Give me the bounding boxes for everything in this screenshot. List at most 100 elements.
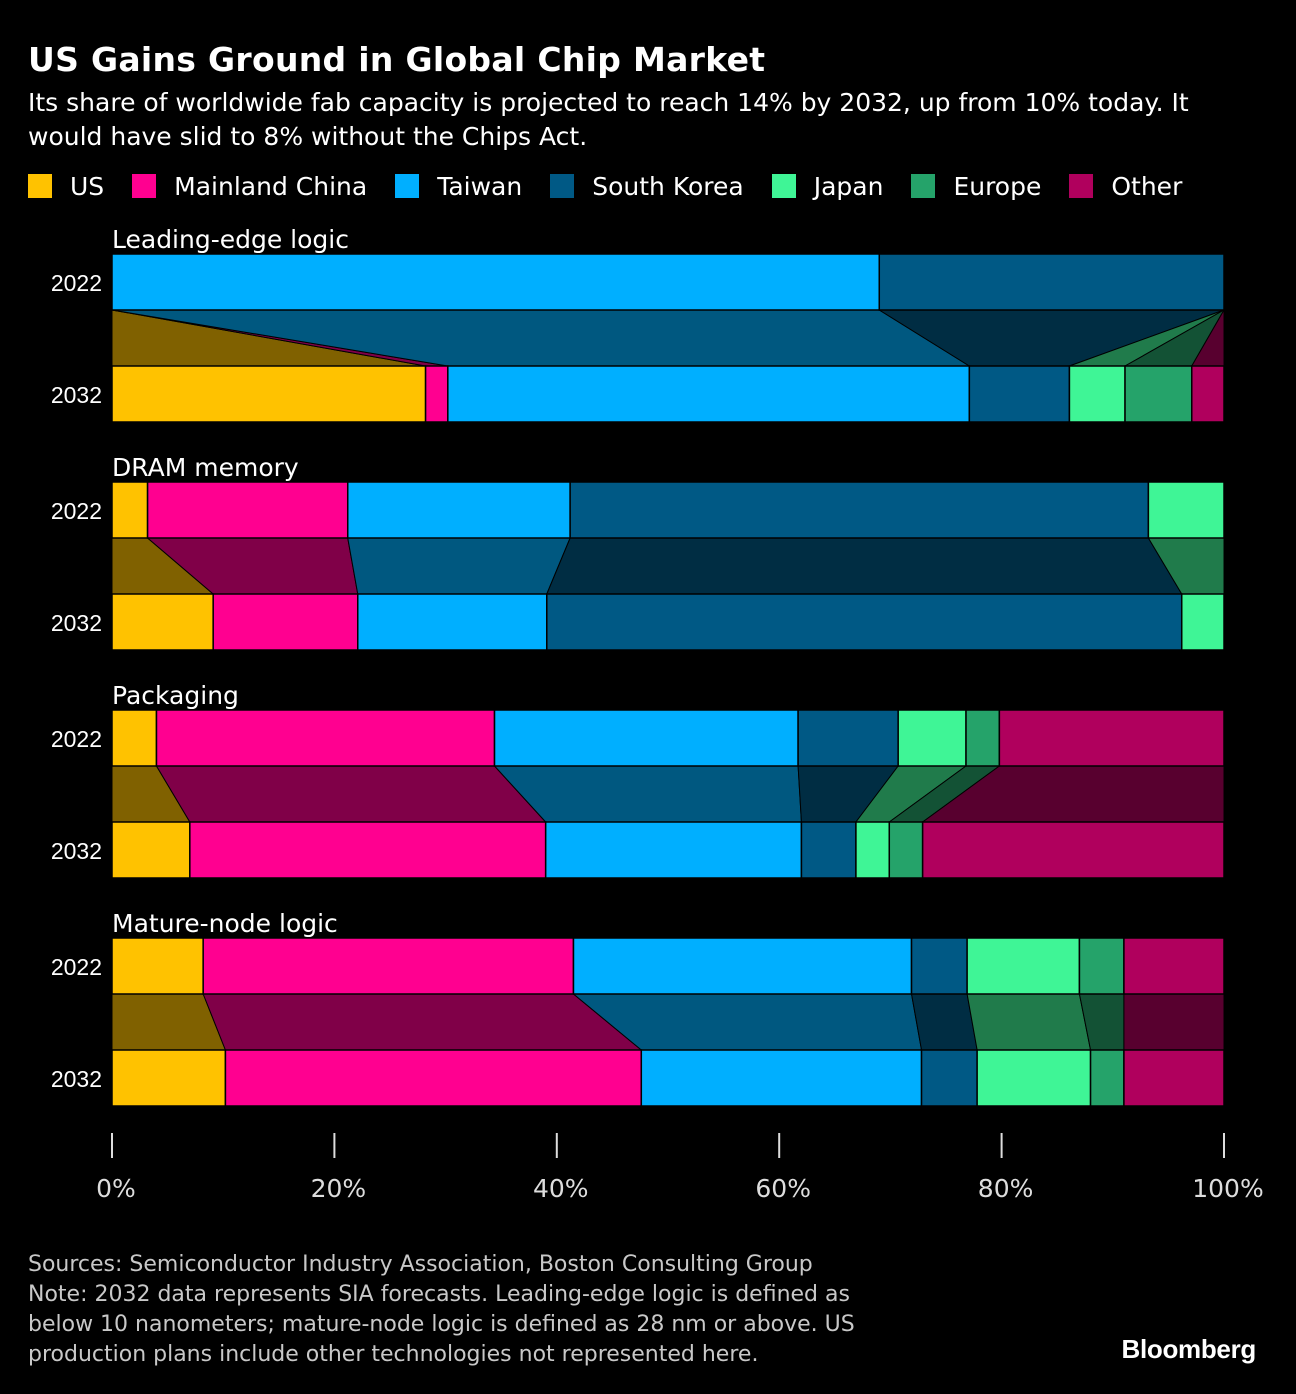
note-text-line-3: production plans include other technolog… bbox=[28, 1342, 759, 1367]
bar-packaging-2032-europe bbox=[888, 821, 924, 879]
x-tick-label-60-pct: 60% bbox=[755, 1174, 811, 1203]
panel-title-dram-memory: DRAM memory bbox=[112, 453, 299, 482]
footer: Sources: Semiconductor Industry Associat… bbox=[28, 1250, 1028, 1370]
legend-swatch-taiwan bbox=[395, 174, 420, 198]
legend-item-other: Other bbox=[1069, 172, 1182, 201]
legend-swatch-japan bbox=[771, 174, 796, 198]
x-tick-label-0-pct: 0% bbox=[96, 1174, 136, 1203]
bar-mature-node-logic-2022-europe bbox=[1078, 937, 1125, 995]
bar-leading-edge-logic-2032-south-korea bbox=[968, 365, 1071, 423]
bar-packaging-2022-mainland-china bbox=[155, 709, 496, 767]
legend-label-europe: Europe bbox=[953, 171, 1042, 201]
bar-dram-memory-2032-us bbox=[111, 593, 214, 651]
year-label-mature-node-logic-2022: 2022 bbox=[51, 954, 102, 980]
bar-mature-node-logic-2032-mainland-china bbox=[224, 1049, 643, 1107]
year-label-mature-node-logic-2032: 2032 bbox=[51, 1066, 102, 1092]
bar-packaging-2022-south-korea bbox=[797, 709, 899, 767]
connector-mature-node-logic-mainland-china bbox=[202, 993, 643, 1051]
bar-dram-memory-2022-us bbox=[111, 481, 149, 539]
panel-title-leading-edge-logic: Leading-edge logic bbox=[112, 225, 349, 254]
bar-packaging-2032-taiwan bbox=[544, 821, 803, 879]
bar-packaging-2032-mainland-china bbox=[189, 821, 547, 879]
legend-item-us: US bbox=[28, 172, 104, 201]
legend-item-europe: Europe bbox=[911, 172, 1041, 201]
note-text-line-2: below 10 nanometers; mature-node logic i… bbox=[28, 1312, 855, 1337]
legend-swatch-other bbox=[1069, 174, 1094, 198]
legend-item-mainland-china: Mainland China bbox=[132, 172, 367, 201]
bar-mature-node-logic-2022-japan bbox=[966, 937, 1081, 995]
connector-dram-memory-taiwan bbox=[347, 537, 571, 595]
legend-swatch-us bbox=[28, 174, 52, 198]
legend-item-japan: Japan bbox=[771, 171, 884, 201]
legend-swatch-south-korea bbox=[550, 174, 575, 198]
year-label-leading-edge-logic-2032: 2032 bbox=[51, 382, 102, 408]
bar-leading-edge-logic-2032-japan bbox=[1068, 365, 1126, 423]
year-label-leading-edge-logic-2022: 2022 bbox=[51, 270, 102, 296]
bar-mature-node-logic-2032-south-korea bbox=[920, 1049, 978, 1107]
legend-label-other: Other bbox=[1111, 171, 1183, 201]
bar-packaging-2022-japan bbox=[897, 709, 967, 767]
bar-mature-node-logic-2032-japan bbox=[976, 1049, 1092, 1107]
legend-swatch-mainland-china bbox=[132, 174, 157, 198]
bar-dram-memory-2022-taiwan bbox=[346, 481, 571, 539]
x-tick-label-100-pct: 100% bbox=[1192, 1174, 1263, 1203]
bar-packaging-2032-us bbox=[111, 821, 191, 879]
bar-mature-node-logic-2032-taiwan bbox=[640, 1049, 923, 1107]
panel-title-mature-node-logic: Mature-node logic bbox=[112, 909, 338, 938]
bar-leading-edge-logic-2032-taiwan bbox=[447, 365, 971, 423]
legend-item-taiwan: Taiwan bbox=[395, 172, 522, 201]
legend: US Mainland China Taiwan South Korea Jap… bbox=[28, 170, 1210, 202]
bar-mature-node-logic-2032-other bbox=[1123, 1049, 1225, 1107]
x-tick-label-40-pct: 40% bbox=[533, 1174, 589, 1203]
bar-mature-node-logic-2022-south-korea bbox=[910, 937, 968, 995]
sources-text: Sources: Semiconductor Industry Associat… bbox=[28, 1252, 813, 1277]
chart-subtitle: Its share of worldwide fab capacity is p… bbox=[28, 88, 1189, 151]
bar-packaging-2032-south-korea bbox=[800, 821, 857, 879]
bar-dram-memory-2022-south-korea bbox=[569, 481, 1150, 539]
legend-label-us: US bbox=[70, 171, 105, 201]
bar-leading-edge-logic-2022-south-korea bbox=[878, 253, 1225, 311]
bar-leading-edge-logic-2032-other bbox=[1191, 365, 1225, 423]
bar-mature-node-logic-2022-taiwan bbox=[572, 937, 913, 995]
legend-label-japan: Japan bbox=[813, 171, 884, 201]
bar-dram-memory-2032-south-korea bbox=[546, 593, 1183, 651]
bar-leading-edge-logic-2032-europe bbox=[1124, 365, 1193, 423]
bar-packaging-2032-other bbox=[921, 821, 1225, 879]
connector-packaging-taiwan bbox=[493, 765, 802, 823]
bar-packaging-2022-us bbox=[111, 709, 158, 767]
legend-label-south-korea: South Korea bbox=[592, 171, 744, 201]
bar-dram-memory-2032-mainland-china bbox=[212, 593, 359, 651]
bar-packaging-2022-other bbox=[998, 709, 1225, 767]
bar-mature-node-logic-2022-us bbox=[111, 937, 204, 995]
chart-title: US Gains Ground in Global Chip Market bbox=[28, 40, 766, 79]
year-label-packaging-2022: 2022 bbox=[51, 726, 102, 752]
legend-label-mainland-china: Mainland China bbox=[174, 171, 368, 201]
legend-item-south-korea: South Korea bbox=[550, 171, 744, 201]
bar-mature-node-logic-2022-other bbox=[1123, 937, 1225, 995]
connector-mature-node-logic-other bbox=[1123, 993, 1225, 1051]
year-label-dram-memory-2032: 2032 bbox=[51, 610, 102, 636]
bar-mature-node-logic-2032-us bbox=[111, 1049, 227, 1107]
bar-mature-node-logic-2032-europe bbox=[1089, 1049, 1125, 1107]
bar-mature-node-logic-2022-mainland-china bbox=[202, 937, 575, 995]
legend-swatch-europe bbox=[911, 174, 936, 198]
bar-leading-edge-logic-2032-us bbox=[111, 365, 427, 423]
bar-leading-edge-logic-2022-taiwan bbox=[111, 253, 881, 311]
bloomberg-logo: Bloomberg bbox=[1121, 1334, 1256, 1364]
bar-packaging-2022-europe bbox=[965, 709, 1001, 767]
x-tick-label-80-pct: 80% bbox=[978, 1174, 1034, 1203]
x-tick-label-20-pct: 20% bbox=[311, 1174, 367, 1203]
year-label-packaging-2032: 2032 bbox=[51, 838, 102, 864]
connector-mature-node-logic-south-korea bbox=[910, 993, 978, 1051]
bar-dram-memory-2032-taiwan bbox=[357, 593, 548, 651]
panel-title-packaging: Packaging bbox=[112, 681, 239, 710]
year-label-dram-memory-2022: 2022 bbox=[51, 498, 102, 524]
note-text-line-1: Note: 2032 data represents SIA forecasts… bbox=[28, 1282, 850, 1307]
connector-mature-node-logic-japan bbox=[966, 993, 1092, 1051]
bar-dram-memory-2022-mainland-china bbox=[146, 481, 349, 539]
bar-packaging-2022-taiwan bbox=[493, 709, 799, 767]
bar-dram-memory-2032-japan bbox=[1180, 593, 1225, 651]
bar-packaging-2032-japan bbox=[855, 821, 891, 879]
bar-leading-edge-logic-2032-mainland-china bbox=[424, 365, 449, 423]
